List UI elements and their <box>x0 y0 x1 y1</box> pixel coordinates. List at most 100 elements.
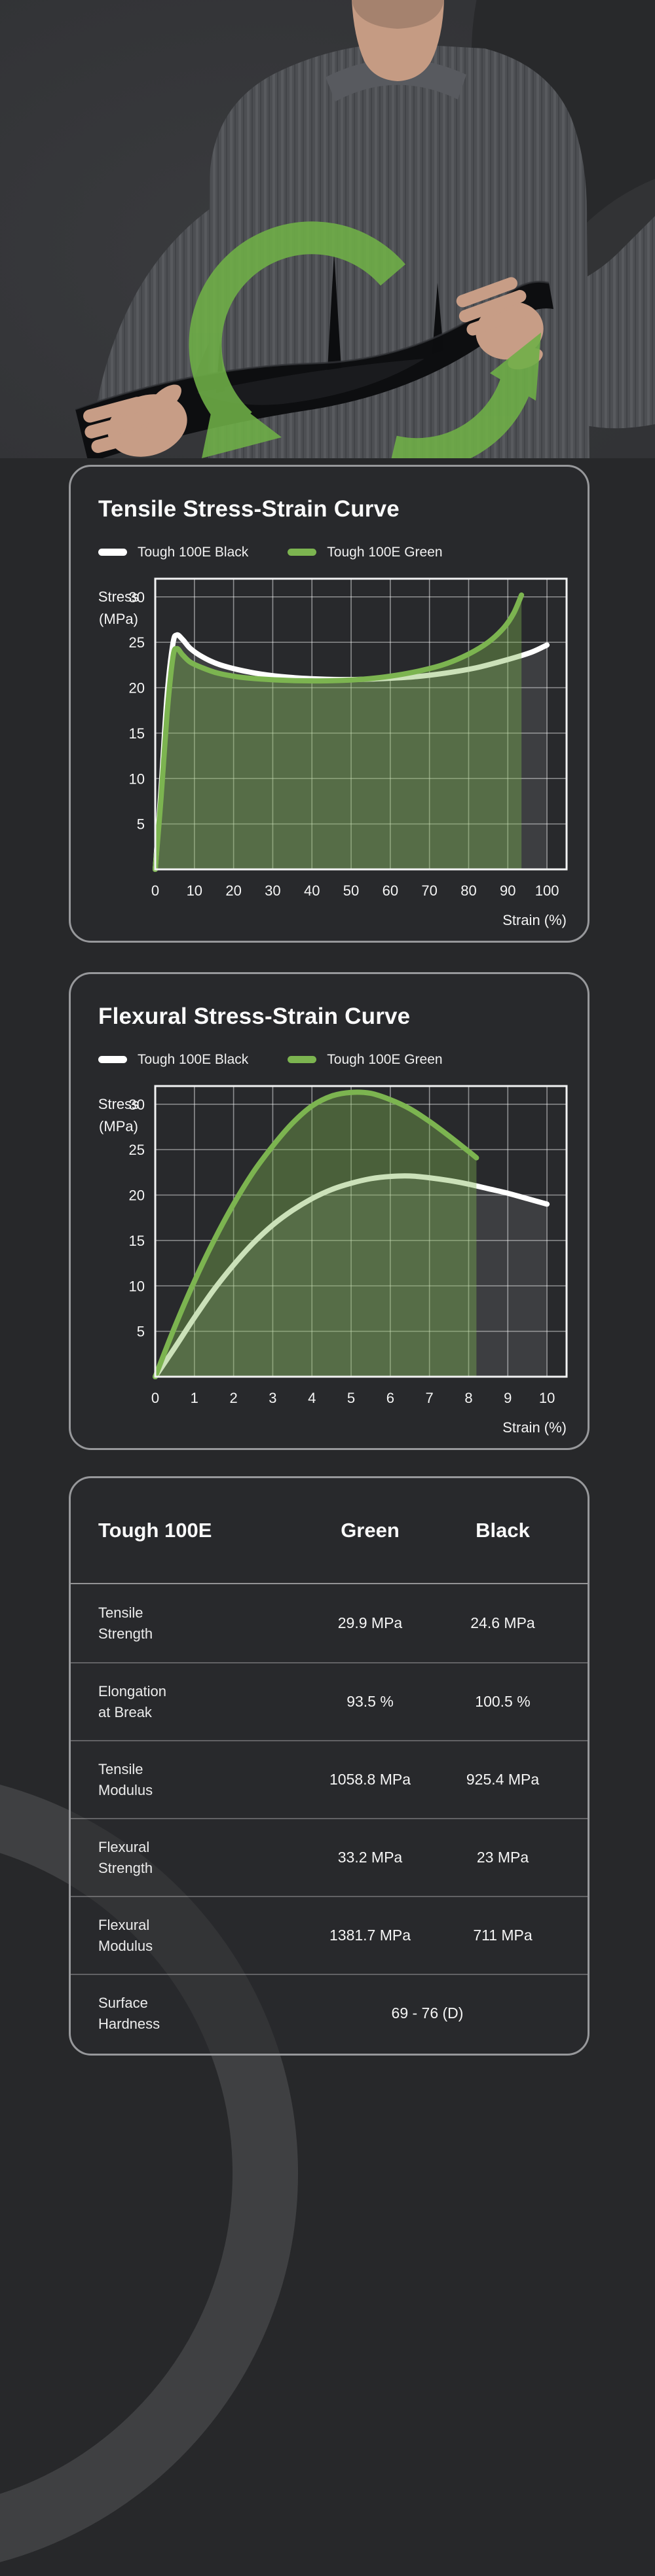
table-header-black: Black <box>476 1519 530 1542</box>
x-tick-label: 70 <box>421 882 437 899</box>
y-tick-label: 15 <box>128 1232 144 1248</box>
row-label: Flexural Modulus <box>98 1916 153 1954</box>
x-tick-label: 10 <box>538 1390 554 1406</box>
y-axis-label: (MPa) <box>99 610 138 626</box>
plot-border <box>154 1085 567 1377</box>
legend-swatch-icon <box>98 549 127 556</box>
legend-swatch-icon <box>98 1056 127 1063</box>
x-tick-label: 30 <box>265 882 280 899</box>
legend-item: Tough 100E Black <box>98 545 248 560</box>
y-tick-label: 5 <box>136 816 144 832</box>
y-tick-label: 30 <box>128 589 144 605</box>
x-tick-label: 0 <box>151 1390 159 1406</box>
legend-swatch-icon <box>288 1056 317 1063</box>
y-tick-label: 25 <box>128 1142 144 1158</box>
legend-swatch-icon <box>288 549 317 556</box>
twist-arrow-right-icon <box>391 333 541 458</box>
table-row: Tensile Strength 29.9 MPa 24.6 MPa <box>71 1584 588 1662</box>
row-span-value: 69 - 76 (D) <box>391 2005 464 2022</box>
x-tick-label: 9 <box>504 1390 512 1406</box>
x-tick-label: 20 <box>225 882 241 899</box>
tough-100e-black-curve <box>152 1172 550 1379</box>
x-tick-label: 3 <box>269 1390 276 1406</box>
black-value: 711 MPa <box>473 1927 533 1944</box>
legend-label: Tough 100E Black <box>138 1051 249 1067</box>
sweater-left-sleeve <box>97 195 259 435</box>
hero-illustration <box>0 0 655 458</box>
part-opening <box>196 359 424 405</box>
tensile-chart-card: Tensile Stress-Strain Curve Tough 100E B… <box>69 465 590 943</box>
x-tick-label: 2 <box>229 1390 237 1406</box>
table-header: Tough 100E Green Black <box>71 1478 588 1584</box>
table-header-product: Tough 100E <box>98 1519 212 1542</box>
table-body: Tensile Strength 29.9 MPa 24.6 MPa Elongati… <box>71 1584 588 2052</box>
y-tick-label: 10 <box>128 1278 144 1294</box>
flexural-chart-title: Flexural Stress-Strain Curve <box>98 1004 411 1029</box>
black-value: 925.4 MPa <box>466 1771 540 1788</box>
y-tick-label: 5 <box>136 1323 144 1339</box>
legend-item: Tough 100E Green <box>288 1051 443 1068</box>
neck <box>352 0 444 81</box>
legend-item: Tough 100E Black <box>98 1052 248 1068</box>
series <box>152 592 550 872</box>
twist-arrow-left-icon <box>189 221 405 458</box>
tough-100e-black-area <box>155 1175 547 1377</box>
left-hand <box>83 384 187 457</box>
row-label: Flexural Strength <box>98 1838 153 1876</box>
row-label: Tensile Strength <box>98 1604 153 1642</box>
row-label: Surface Hardness <box>98 1994 160 2032</box>
tough-100e-green-area <box>155 594 521 869</box>
hero-photo <box>0 0 655 458</box>
tough-100e-green-curve <box>152 1089 479 1379</box>
properties-table-card: Tough 100E Green Black Tensile Strength 2… <box>69 1476 590 2056</box>
x-axis-label: Strain (%) <box>502 912 567 928</box>
part-edge-highlight <box>75 280 550 410</box>
tough-100e-green-area <box>155 1091 476 1377</box>
chin-shadow <box>352 0 444 29</box>
x-tick-label: 90 <box>500 882 515 899</box>
x-tick-label: 5 <box>346 1390 354 1406</box>
series <box>152 1089 550 1379</box>
y-tick-label: 30 <box>128 1096 144 1112</box>
black-value: 23 MPa <box>476 1849 529 1866</box>
tensile-chart-legend: Tough 100E Black Tough 100E Green <box>98 545 560 560</box>
black-value: 24.6 MPa <box>470 1614 535 1631</box>
table-row: Flexural Modulus 1381.7 MPa 711 MPa <box>71 1896 588 1974</box>
green-value: 33.2 MPa <box>337 1849 403 1866</box>
green-value: 29.9 MPa <box>337 1614 403 1631</box>
y-tick-label: 10 <box>128 771 144 787</box>
green-value: 1381.7 MPa <box>329 1927 411 1944</box>
y-axis-label: (MPa) <box>99 1117 138 1134</box>
tensile-chart-plot: 0 10 20 30 40 50 60 70 80 90 10051015202530Stress(… <box>98 577 567 928</box>
x-tick-label: 10 <box>186 882 202 899</box>
part-body <box>75 281 553 458</box>
x-tick-label: 50 <box>343 882 358 899</box>
gridlines <box>154 1085 567 1377</box>
x-tick-label: 60 <box>382 882 398 899</box>
legend-label: Tough 100E Green <box>327 1051 443 1067</box>
row-label: Elongation at Break <box>98 1682 166 1720</box>
legend-item: Tough 100E Green <box>288 544 443 560</box>
x-axis-label: Strain (%) <box>502 1419 567 1436</box>
table-row: Flexural Strength 33.2 MPa 23 MPa <box>71 1818 588 1896</box>
x-tick-label: 6 <box>386 1390 394 1406</box>
tensile-chart-title: Tensile Stress-Strain Curve <box>98 496 400 522</box>
y-axis-label: Stress <box>98 1095 138 1112</box>
x-tick-label: 1 <box>190 1390 198 1406</box>
table-header-green: Green <box>341 1519 400 1542</box>
flexural-chart-card: Flexural Stress-Strain Curve Tough 100E … <box>69 972 590 1450</box>
table-row: Surface Hardness 69 - 76 (D) <box>71 1974 588 2052</box>
black-value: 100.5 % <box>475 1693 531 1710</box>
y-tick-label: 25 <box>128 634 144 651</box>
legend-label: Tough 100E Black <box>138 544 249 560</box>
green-value: 93.5 % <box>346 1693 394 1710</box>
x-tick-label: 40 <box>303 882 319 899</box>
table-row: Elongation at Break 93.5 % 100.5 % <box>71 1662 588 1740</box>
x-tick-label: 7 <box>425 1390 433 1406</box>
row-label: Tensile Modulus <box>98 1760 153 1798</box>
x-tick-label: 4 <box>308 1390 316 1406</box>
x-tick-label: 8 <box>464 1390 472 1406</box>
x-tick-label: 100 <box>534 882 559 899</box>
legend-label: Tough 100E Green <box>327 544 443 560</box>
